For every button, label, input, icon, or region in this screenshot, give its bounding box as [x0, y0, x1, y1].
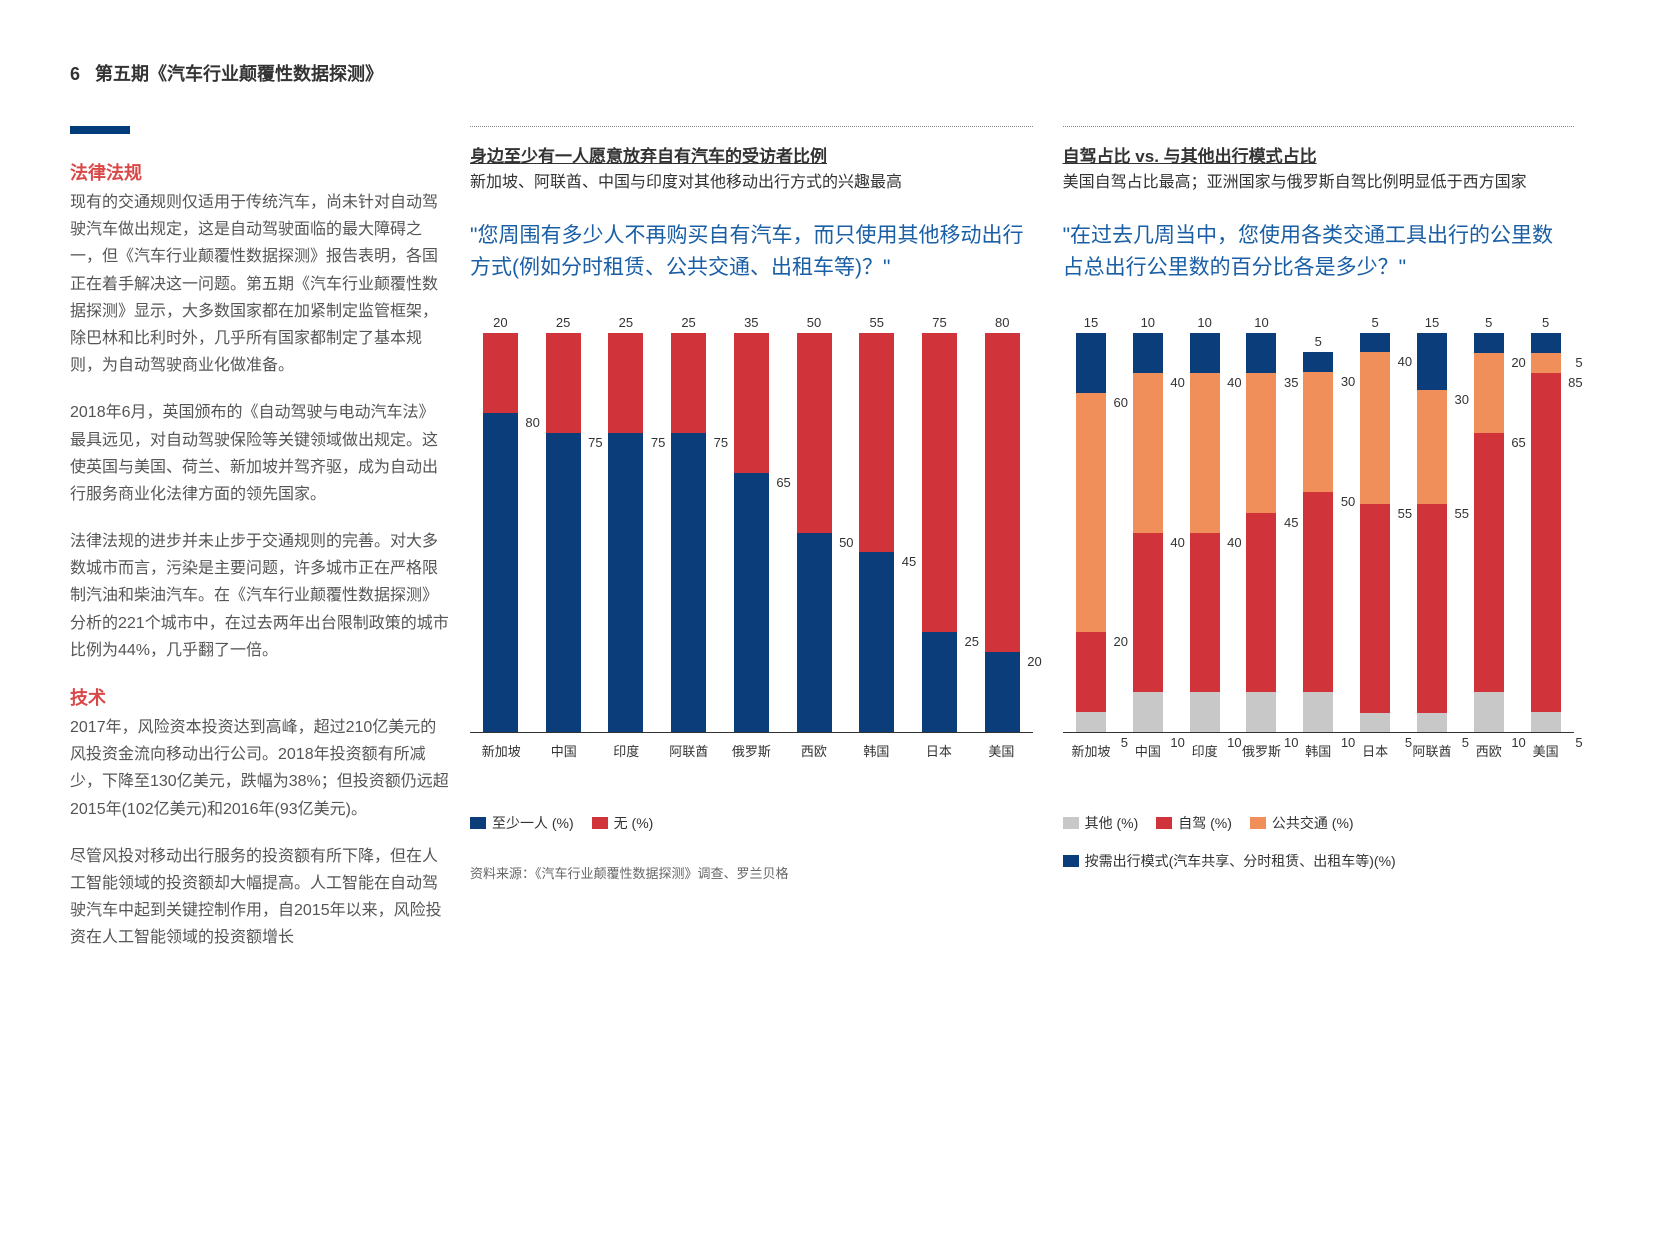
chart-1-x-labels: 新加坡中国印度阿联酋俄罗斯西欧韩国日本美国 — [470, 741, 1033, 760]
chart-2-bars: 1560205104040101040401010354510530501054… — [1063, 333, 1574, 733]
chart-1-bar-group: 2575 — [658, 333, 719, 732]
body-paragraph: 尽管风投对移动出行服务的投资额有所下降，但在人工智能领域的投资额却大幅提高。人工… — [70, 843, 450, 952]
chart-1-bar-group: 5545 — [846, 333, 907, 732]
chart-1-bar-group: 2575 — [533, 333, 594, 732]
legend-item: 至少一人 (%) — [470, 813, 574, 833]
chart-1-bar-group: 2080 — [470, 333, 531, 732]
chart-1-bar-group: 2575 — [595, 333, 656, 732]
text-column: 法律法规 现有的交通规则仅适用于传统汽车，尚未针对自动驾驶汽车做出规定，这是自动… — [70, 126, 450, 972]
body-paragraph: 2017年，风险资本投资达到高峰，超过210亿美元的风投资金流向移动出行公司。2… — [70, 714, 450, 823]
chart-1-column: 身边至少有一人愿意放弃自有汽车的受访者比例 新加坡、阿联酋、中国与印度对其他移动… — [470, 126, 1033, 972]
chart-2-bar-group: 10404010 — [1176, 333, 1233, 732]
chart-2-bar-group: 10354510 — [1233, 333, 1290, 732]
chart-1-question: "您周围有多少人不再购买自有汽车，而只使用其他移动出行方式(例如分时租赁、公共交… — [470, 220, 1033, 283]
chart-source: 资料来源：《汽车行业颠覆性数据探测》调查、罗兰贝格 — [470, 863, 1033, 882]
chart-2-bar-group: 540555 — [1347, 333, 1404, 732]
chart-1-bar-group: 7525 — [909, 333, 970, 732]
accent-bar — [70, 126, 130, 134]
chart-2-bar-group: 10404010 — [1119, 333, 1176, 732]
chart-2-bar-group: 5305010 — [1290, 333, 1347, 732]
legend-item: 按需出行模式(汽车共享、分时租赁、出租车等)(%) — [1063, 851, 1574, 871]
legend-item: 其他 (%) — [1063, 813, 1139, 833]
legend-item: 自驾 (%) — [1156, 813, 1232, 833]
chart-2-title: 自驾占比 vs. 与其他出行模式占比 — [1063, 142, 1574, 167]
chart-1-legend: 至少一人 (%) 无 (%) — [470, 813, 1033, 833]
chart-2-legend: 其他 (%) 自驾 (%) 公共交通 (%) 按需出行模式(汽车共享、分时租赁、出租车… — [1063, 813, 1574, 871]
page-header: 6 第五期《汽车行业颠覆性数据探测》 — [70, 60, 1574, 86]
chart-2-area: 1560205104040101040401010354510530501054… — [1063, 333, 1574, 783]
chart-2-x-labels: 新加坡中国印度俄罗斯韩国日本阿联酋西欧美国 — [1063, 741, 1574, 760]
chart-1-subtitle: 新加坡、阿联酋、中国与印度对其他移动出行方式的兴趣最高 — [470, 171, 1033, 195]
legend-item: 无 (%) — [592, 813, 654, 833]
chart-2-column: 自驾占比 vs. 与其他出行模式占比 美国自驾占比最高；亚洲国家与俄罗斯自驾比例… — [1063, 126, 1574, 972]
chart-1-bar-group: 8020 — [972, 333, 1033, 732]
chart-2-bar-group: 1530555 — [1404, 333, 1461, 732]
page-title: 第五期《汽车行业颠覆性数据探测》 — [95, 64, 383, 84]
chart-1-title: 身边至少有一人愿意放弃自有汽车的受访者比例 — [470, 142, 1033, 167]
chart-2-bar-group: 55855 — [1517, 333, 1574, 732]
chart-1-bars: 208025752575257535655050554575258020 — [470, 333, 1033, 733]
section-heading-tech: 技术 — [70, 684, 450, 710]
chart-2-subtitle: 美国自驾占比最高；亚洲国家与俄罗斯自驾比例明显低于西方国家 — [1063, 171, 1574, 195]
body-paragraph: 现有的交通规则仅适用于传统汽车，尚未针对自动驾驶汽车做出规定，这是自动驾驶面临的… — [70, 189, 450, 379]
page-number: 6 — [70, 64, 80, 84]
chart-1-bar-group: 3565 — [721, 333, 782, 732]
chart-1-bar-group: 5050 — [784, 333, 845, 732]
legend-item: 公共交通 (%) — [1250, 813, 1354, 833]
chart-2-bar-group: 1560205 — [1063, 333, 1120, 732]
section-heading-law: 法律法规 — [70, 159, 450, 185]
chart-1-area: 208025752575257535655050554575258020 新加坡… — [470, 333, 1033, 783]
chart-2-question: "在过去几周当中，您使用各类交通工具出行的公里数占总出行公里数的百分比各是多少？… — [1063, 220, 1574, 283]
body-paragraph: 法律法规的进步并未止步于交通规则的完善。对大多数城市而言，污染是主要问题，许多城… — [70, 528, 450, 664]
body-paragraph: 2018年6月，英国颁布的《自动驾驶与电动汽车法》最具远见，对自动驾驶保险等关键… — [70, 399, 450, 508]
